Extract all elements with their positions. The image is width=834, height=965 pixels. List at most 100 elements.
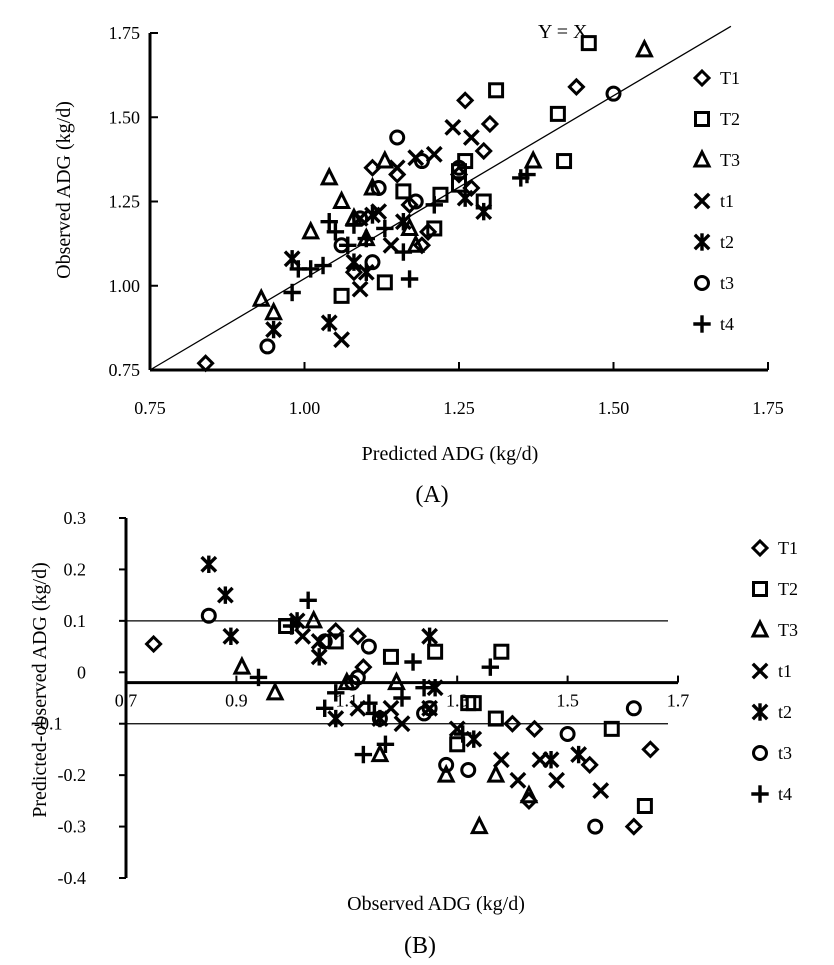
chart-a-point-t2 xyxy=(286,252,298,266)
chart-b-x-tick-label: 1.3 xyxy=(446,691,469,711)
chart-a-legend-label-t2: T2 xyxy=(720,109,740,129)
chart-b-y-tick-label: -0.2 xyxy=(58,765,87,785)
chart-a-point-t3 xyxy=(335,194,349,208)
chart-b-x-tick-label: 1.5 xyxy=(556,691,579,711)
chart-b-points xyxy=(147,557,658,833)
chart-a-x-tick-label: 1.50 xyxy=(598,398,630,418)
chart-b-legend-marker-t1 xyxy=(754,665,766,677)
chart-a-legend: T1T2T3t1t2t3t4 xyxy=(695,68,740,334)
chart-a-legend-marker-t3 xyxy=(695,152,709,166)
chart-a-point-t1 xyxy=(447,121,459,133)
chart-b-y-tick-label: -0.4 xyxy=(58,868,87,888)
chart-a-point-t2 xyxy=(397,185,410,198)
chart-b-point-t1 xyxy=(147,637,161,651)
chart-b-point-t2 xyxy=(219,588,231,602)
chart-a-point-t2 xyxy=(558,155,571,168)
chart-a-legend-marker-t1 xyxy=(695,71,709,85)
chart-b-point-t1 xyxy=(534,754,546,766)
chart-b-point-t1 xyxy=(551,774,563,786)
chart-b-point-t3 xyxy=(235,659,249,673)
chart-b-point-t3 xyxy=(627,702,640,715)
chart-a-identity-line xyxy=(150,26,731,370)
chart-b-y-tick-label: 0.3 xyxy=(64,508,87,528)
chart-b-legend-label-t2: t2 xyxy=(778,702,792,722)
chart-b-point-t3 xyxy=(307,613,321,627)
chart-b-x-tick-label: 0.7 xyxy=(115,691,138,711)
chart-a-point-t2 xyxy=(348,255,360,269)
chart-a-point-t3 xyxy=(304,224,318,238)
chart-a-panel-label: (A) xyxy=(415,482,448,508)
chart-b-point-t3 xyxy=(472,819,486,833)
chart-a-point-t3 xyxy=(391,131,404,144)
chart-a-x-tick-label: 0.75 xyxy=(134,398,166,418)
chart-a-point-t2 xyxy=(478,205,490,219)
chart-a-point-t2 xyxy=(268,323,280,337)
chart-b-y-tick-label: 0.1 xyxy=(64,611,87,631)
chart-a-y-tick-label: 0.75 xyxy=(109,360,141,380)
chart-b-point-t3 xyxy=(362,640,375,653)
chart-b-point-t1 xyxy=(512,774,524,786)
chart-b-x-tick-label: 0.9 xyxy=(225,691,248,711)
chart-b-legend-label-t3: T3 xyxy=(778,620,798,640)
chart-a-legend-marker-t2 xyxy=(696,113,709,126)
chart-b-legend-marker-t4 xyxy=(753,787,767,801)
chart-b-point-t1 xyxy=(351,629,365,643)
chart-b: 0.30.20.10-0.2-0.3-0.4-0.1 0.7 0.9 1.1 1.3 1… xyxy=(29,508,798,959)
chart-b-legend-marker-t3 xyxy=(754,747,767,760)
chart-a-legend-marker-t3 xyxy=(696,277,709,290)
chart-a-point-t1 xyxy=(483,117,497,131)
chart-a-legend-marker-t4 xyxy=(695,317,709,331)
chart-a-point-t2 xyxy=(459,191,471,205)
chart-b-point-t4 xyxy=(356,748,370,762)
chart-b-point-t2 xyxy=(225,629,237,643)
chart-b-point-t4 xyxy=(483,660,497,674)
chart-b-point-t2 xyxy=(424,629,436,643)
chart-a-legend-label-t1: T1 xyxy=(720,68,740,88)
chart-b-point-t3 xyxy=(561,728,574,741)
chart-a-y-tick-label: 1.25 xyxy=(109,192,141,212)
chart-b-legend-marker-t1 xyxy=(753,541,767,555)
chart-b-y-tick-label: 0.2 xyxy=(64,559,87,579)
chart-a-point-t1 xyxy=(569,80,583,94)
chart-a-point-t3 xyxy=(267,305,281,319)
chart-b-point-t1 xyxy=(297,630,309,642)
chart-b-point-t1 xyxy=(643,742,657,756)
chart-b-point-t3 xyxy=(589,820,602,833)
chart-a-y-tick-label: 1.75 xyxy=(109,23,141,43)
chart-b-y-tick-label: 0 xyxy=(77,662,86,682)
chart-a-point-t2 xyxy=(335,289,348,302)
chart-b-legend-label-t1: T1 xyxy=(778,538,798,558)
chart-b-point-t4 xyxy=(301,593,315,607)
chart-a-point-t3 xyxy=(322,170,336,184)
chart-b-legend-marker-t3 xyxy=(753,622,767,636)
chart-b-point-t3 xyxy=(489,767,503,781)
chart-a-y-tick-label: 1.50 xyxy=(109,107,141,127)
chart-a-point-t1 xyxy=(428,148,440,160)
chart-a-legend-label-t1: t1 xyxy=(720,191,734,211)
chart-a-point-t2 xyxy=(490,84,503,97)
chart-a-x-tick-label: 1.75 xyxy=(752,398,784,418)
chart-a-y-label: Observed ADG (kg/d) xyxy=(53,101,75,279)
chart-a: 0.75 1.00 1.25 1.50 1.75 0.75 1.00 1.25 1.50 1.7… xyxy=(53,21,784,508)
chart-a-point-t1 xyxy=(336,334,348,346)
chart-b-legend-label-t2: T2 xyxy=(778,579,798,599)
chart-a-point-t3 xyxy=(637,42,651,56)
chart-b-legend-marker-t2 xyxy=(754,705,766,719)
chart-b-point-t2 xyxy=(429,645,442,658)
chart-b-legend-label-t1: t1 xyxy=(778,661,792,681)
chart-b-x-label: Observed ADG (kg/d) xyxy=(347,893,525,915)
chart-b-point-t3 xyxy=(462,764,475,777)
chart-a-point-t2 xyxy=(551,107,564,120)
chart-b-panel-label: (B) xyxy=(404,933,436,959)
chart-b-legend: T1T2T3t1t2t3t4 xyxy=(753,538,798,804)
chart-a-point-t3 xyxy=(254,291,268,305)
chart-a-legend-label-t2: t2 xyxy=(720,232,734,252)
chart-a-y-tick-label: 1.00 xyxy=(109,276,141,296)
chart-a-point-t2 xyxy=(378,276,391,289)
chart-b-point-t2 xyxy=(384,650,397,663)
chart-b-point-t4 xyxy=(406,655,420,669)
chart-a-point-t1 xyxy=(465,131,477,143)
chart-b-point-t1 xyxy=(595,785,607,797)
chart-a-point-t2 xyxy=(323,316,335,330)
